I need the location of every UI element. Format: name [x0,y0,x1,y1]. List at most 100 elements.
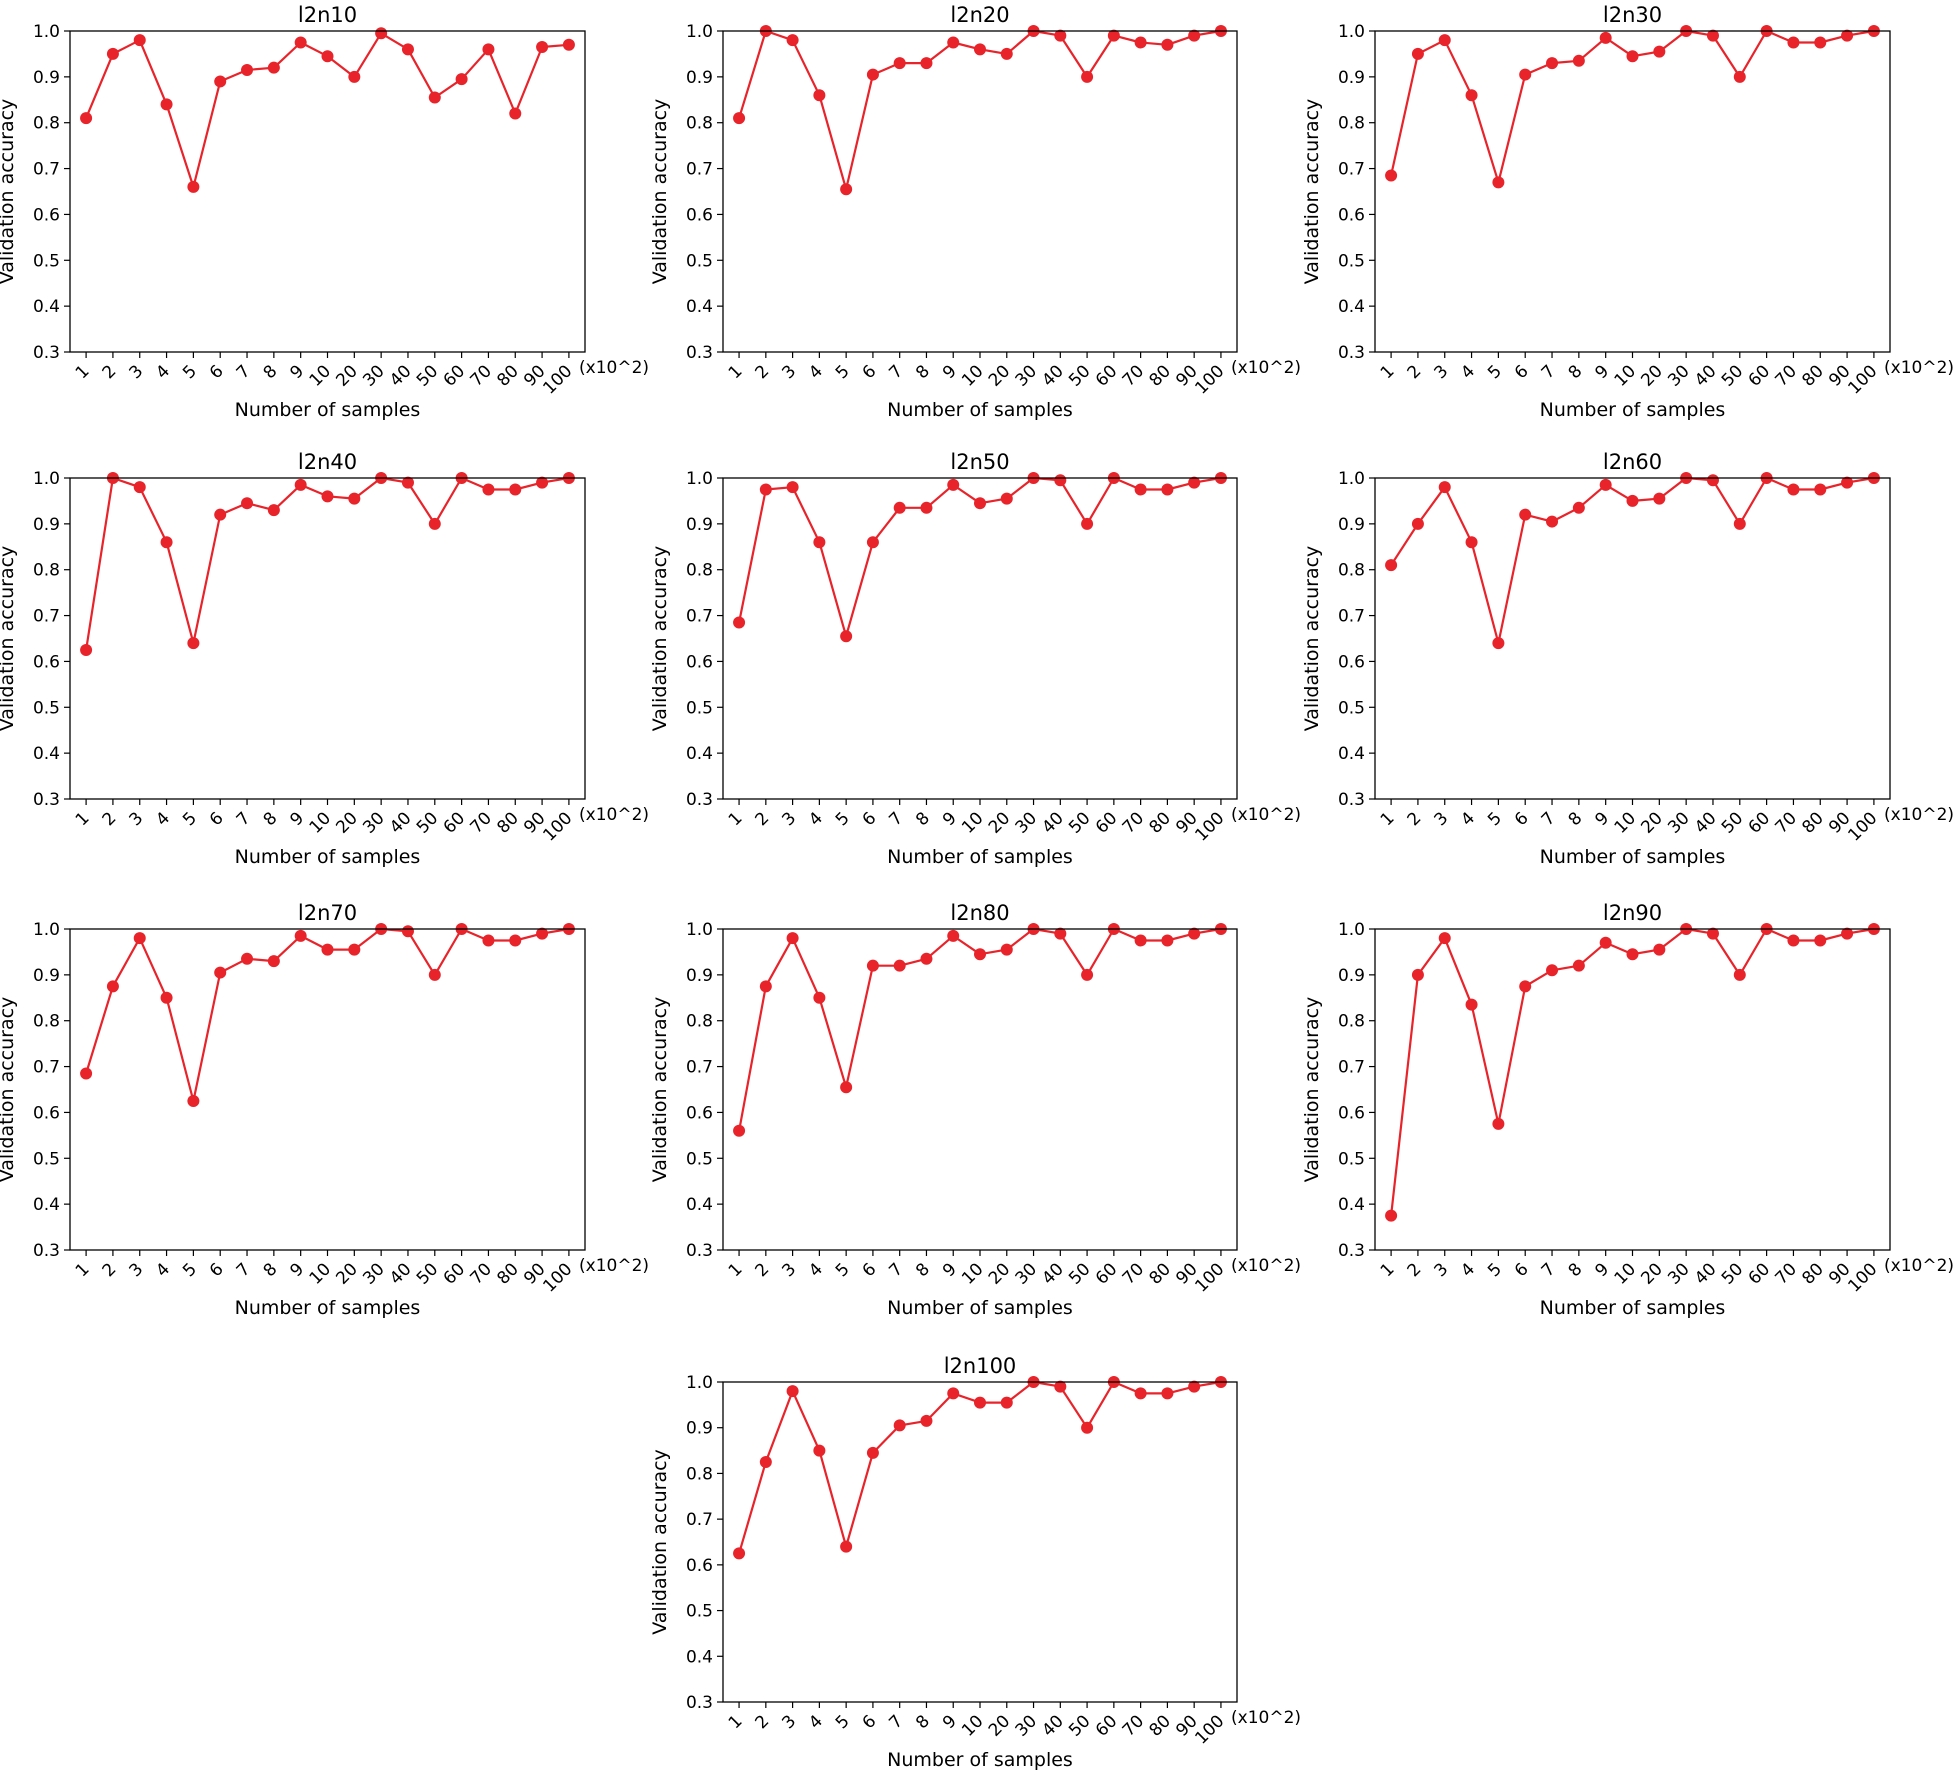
data-point [1385,169,1398,182]
x-tick-label: 60 [440,808,469,837]
chart-title: l2n30 [1603,3,1662,27]
data-point [733,1547,746,1560]
x-tick-label: 100 [539,808,576,845]
y-tick-label: 1.0 [686,920,713,940]
x-tick-label: 9 [1591,1259,1613,1281]
x-unit-label: (x10^2) [1231,1708,1301,1728]
y-tick-label: 1.0 [33,920,60,940]
x-tick-label: 100 [1844,808,1881,845]
data-point [160,536,173,549]
chart-title: l2n60 [1603,450,1662,474]
x-tick-label: 100 [1191,808,1228,845]
x-tick-label: 30 [1012,361,1041,390]
data-point [1814,483,1827,496]
chart-panel: l2n100.30.40.50.60.70.80.91.01 2 3 4 5 6 7 8 910… [0,3,649,421]
y-tick-label: 0.9 [686,515,713,535]
y-tick-label: 0.3 [686,790,713,810]
x-tick-label: 70 [1119,1711,1148,1740]
data-point [1706,29,1719,42]
y-tick-label: 0.8 [1338,1012,1365,1032]
y-tick-label: 1.0 [1338,469,1365,489]
x-tick-label: 8 [1565,361,1587,383]
y-tick-label: 0.8 [1338,114,1365,134]
x-tick-label: 8 [912,361,934,383]
data-point [974,497,986,510]
x-tick-label: 7 [233,361,255,383]
x-tick-label: 4 [152,361,174,383]
y-tick-label: 0.6 [686,1556,713,1576]
y-tick-label: 0.9 [686,966,713,986]
y-tick-label: 0.4 [686,1647,713,1667]
data-point [920,952,933,965]
y-tick-label: 0.6 [1338,205,1365,225]
x-tick-label: 40 [1691,361,1720,390]
x-tick-label: 8 [912,1711,934,1733]
x-tick-label: 8 [260,361,282,383]
data-point [1188,29,1201,42]
y-tick-label: 0.4 [686,744,713,764]
x-tick-label: 50 [1718,808,1747,837]
chart-title: l2n20 [950,3,1009,27]
data-point [947,36,960,49]
x-tick-label: 80 [493,361,522,390]
x-tick-label: 5 [179,361,201,383]
y-tick-label: 0.8 [686,1012,713,1032]
y-tick-label: 1.0 [1338,920,1365,940]
x-tick-label: 7 [885,361,907,383]
x-tick-label: 40 [1691,808,1720,837]
x-tick-label: 60 [440,1259,469,1288]
data-point [1134,36,1147,49]
y-tick-label: 1.0 [686,469,713,489]
x-tick-label: 30 [1012,808,1041,837]
data-point [536,927,549,940]
data-point [133,481,146,494]
y-axis-label: Validation accuracy [0,546,18,732]
y-tick-label: 1.0 [686,22,713,42]
x-tick-label: 50 [1065,361,1094,390]
data-point [813,1444,826,1457]
data-point [1411,517,1424,530]
plot-frame [1374,928,1891,1251]
x-tick-label: 4 [152,1259,174,1281]
x-tick-label: 3 [125,361,147,383]
data-point [733,616,746,629]
data-point [1572,54,1585,67]
x-tick-label: 7 [1538,361,1560,383]
data-point [733,112,746,125]
x-tick-label: 1 [1377,808,1399,830]
data-point [214,508,227,521]
x-tick-label: 2 [99,808,121,830]
data-point [1599,478,1612,491]
x-tick-label: 7 [233,1259,255,1281]
x-tick-label: 7 [885,1711,907,1733]
y-tick-label: 0.6 [1338,652,1365,672]
y-tick-label: 1.0 [33,22,60,42]
data-point [1814,36,1827,49]
y-tick-label: 0.6 [686,652,713,672]
x-tick-label: 20 [1637,361,1666,390]
series-line [85,476,570,651]
x-tick-label: 6 [1511,1259,1533,1281]
x-tick-label: 70 [1119,808,1148,837]
data-point [482,483,495,496]
y-axis-label: Validation accuracy [1301,546,1323,732]
data-point [1599,936,1612,949]
x-tick-label: 8 [260,808,282,830]
x-tick-label: 2 [752,361,774,383]
x-tick-label: 70 [1119,1259,1148,1288]
data-point [509,107,522,120]
x-tick-label: 6 [859,808,881,830]
x-tick-label: 40 [1038,1711,1067,1740]
y-tick-label: 0.4 [33,744,60,764]
y-tick-label: 0.5 [33,1149,60,1169]
data-point [1134,1387,1147,1400]
x-tick-label: 50 [413,808,442,837]
x-tick-label: 9 [286,1259,308,1281]
x-tick-label: 30 [359,808,388,837]
y-tick-label: 0.8 [33,561,60,581]
data-point [1626,948,1639,961]
